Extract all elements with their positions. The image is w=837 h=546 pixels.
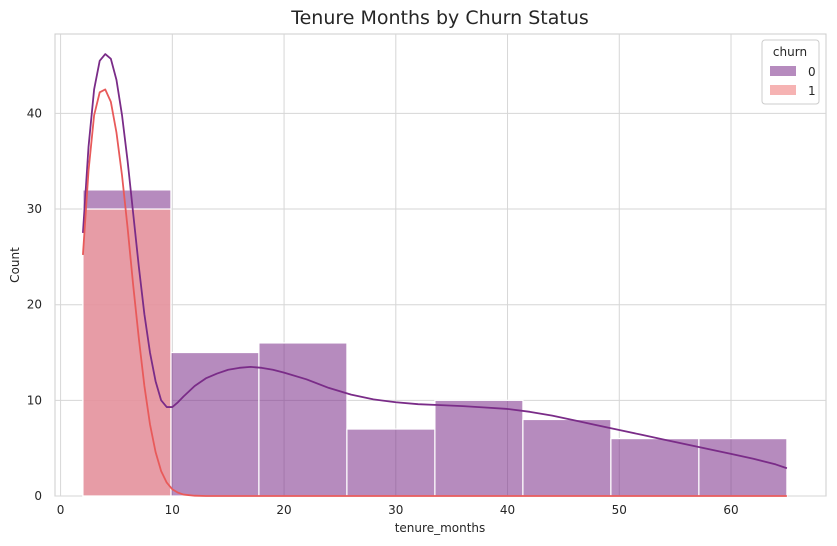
y-axis-ticks: 0 10 20 30 40 xyxy=(27,106,42,503)
bar-series-0-bin-1 xyxy=(170,351,260,497)
y-tick-label-1: 10 xyxy=(27,393,42,407)
x-tick-label-0: 0 xyxy=(57,503,65,517)
y-tick-label-0: 0 xyxy=(34,489,42,503)
x-tick-label-4: 40 xyxy=(500,503,515,517)
kde-lines xyxy=(82,53,788,497)
x-tick-label-1: 10 xyxy=(165,503,180,517)
bar-series-0-bin-7 xyxy=(698,438,788,497)
y-tick-label-2: 20 xyxy=(27,298,42,312)
y-axis-label: Count xyxy=(8,247,22,283)
bars xyxy=(82,189,788,497)
legend-swatch-0 xyxy=(770,66,796,76)
bar-series-0-bin-4 xyxy=(434,399,524,497)
chart-title: Tenure Months by Churn Status xyxy=(290,7,589,29)
y-tick-label-4: 40 xyxy=(27,106,42,120)
bar-series-1-bin-0 xyxy=(82,208,172,497)
bar-series-0-bin-5 xyxy=(522,418,612,497)
kde-line-1 xyxy=(82,88,787,497)
bar-series-0-bin-3 xyxy=(346,428,436,497)
x-axis-ticks: 0 10 20 30 40 50 60 xyxy=(57,503,739,517)
x-tick-label-5: 50 xyxy=(612,503,627,517)
legend-swatch-1 xyxy=(770,85,796,95)
x-tick-label-6: 60 xyxy=(723,503,738,517)
x-axis-label: tenure_months xyxy=(395,521,486,535)
y-tick-label-3: 30 xyxy=(27,202,42,216)
bar-series-0-bin-2 xyxy=(258,342,348,497)
x-tick-label-3: 30 xyxy=(388,503,403,517)
x-tick-label-2: 20 xyxy=(276,503,291,517)
legend-title: churn xyxy=(773,45,807,59)
legend: churn 0 1 xyxy=(761,39,820,105)
bar-series-0-bin-6 xyxy=(610,438,700,497)
kde-line-0 xyxy=(82,53,788,470)
legend-label-1: 1 xyxy=(808,84,816,98)
legend-label-0: 0 xyxy=(808,65,816,79)
